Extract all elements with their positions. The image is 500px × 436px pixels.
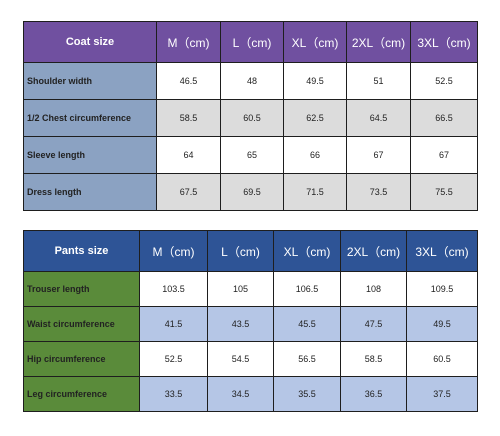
coat-size-table: Coat size M（cm) L（cm) XL（cm) 2XL（cm) 3XL… <box>23 21 478 211</box>
table-row: Shoulder width 46.5 48 49.5 51 52.5 <box>23 62 478 100</box>
cell-value: 106.5 <box>273 271 341 307</box>
cell-value: 37.5 <box>406 376 478 412</box>
row-label: 1/2 Chest circumference <box>23 99 157 137</box>
pants-size-table: Pants size M（cm) L（cm) XL（cm) 2XL（cm) 3X… <box>23 230 478 412</box>
row-label: Shoulder width <box>23 62 157 100</box>
cell-value: 48 <box>220 62 284 100</box>
cell-value: 36.5 <box>340 376 407 412</box>
cell-value: 62.5 <box>283 99 347 137</box>
row-label: Dress length <box>23 173 157 211</box>
cell-value: 103.5 <box>139 271 208 307</box>
cell-value: 51 <box>346 62 411 100</box>
cell-value: 66.5 <box>410 99 478 137</box>
cell-value: 67 <box>346 136 411 174</box>
cell-value: 108 <box>340 271 407 307</box>
cell-value: 35.5 <box>273 376 341 412</box>
table-row: Hip circumference 52.5 54.5 56.5 58.5 60… <box>23 341 478 377</box>
table-row: Waist circumference 41.5 43.5 45.5 47.5 … <box>23 306 478 342</box>
cell-value: 105 <box>207 271 274 307</box>
pants-header-row: Pants size M（cm) L（cm) XL（cm) 2XL（cm) 3X… <box>23 230 478 272</box>
pants-col-2xl: 2XL（cm) <box>340 230 407 272</box>
cell-value: 65 <box>220 136 284 174</box>
pants-size-heading: Pants size <box>23 230 140 272</box>
cell-value: 64 <box>156 136 221 174</box>
cell-value: 43.5 <box>207 306 274 342</box>
cell-value: 54.5 <box>207 341 274 377</box>
coat-col-m: M（cm) <box>156 21 221 63</box>
pants-col-xl: XL（cm) <box>273 230 341 272</box>
coat-col-l: L（cm) <box>220 21 284 63</box>
cell-value: 75.5 <box>410 173 478 211</box>
cell-value: 56.5 <box>273 341 341 377</box>
cell-value: 73.5 <box>346 173 411 211</box>
cell-value: 34.5 <box>207 376 274 412</box>
row-label: Hip circumference <box>23 341 140 377</box>
row-label: Waist circumference <box>23 306 140 342</box>
cell-value: 69.5 <box>220 173 284 211</box>
cell-value: 67 <box>410 136 478 174</box>
cell-value: 109.5 <box>406 271 478 307</box>
table-row: 1/2 Chest circumference 58.5 60.5 62.5 6… <box>23 99 478 137</box>
coat-col-2xl: 2XL（cm) <box>346 21 411 63</box>
cell-value: 64.5 <box>346 99 411 137</box>
cell-value: 41.5 <box>139 306 208 342</box>
cell-value: 49.5 <box>406 306 478 342</box>
cell-value: 60.5 <box>220 99 284 137</box>
cell-value: 66 <box>283 136 347 174</box>
cell-value: 71.5 <box>283 173 347 211</box>
pants-col-m: M（cm) <box>139 230 208 272</box>
pants-col-3xl: 3XL（cm) <box>406 230 478 272</box>
table-row: Leg circumference 33.5 34.5 35.5 36.5 37… <box>23 376 478 412</box>
coat-col-xl: XL（cm) <box>283 21 347 63</box>
cell-value: 60.5 <box>406 341 478 377</box>
cell-value: 33.5 <box>139 376 208 412</box>
table-row: Dress length 67.5 69.5 71.5 73.5 75.5 <box>23 173 478 211</box>
cell-value: 58.5 <box>156 99 221 137</box>
cell-value: 52.5 <box>410 62 478 100</box>
cell-value: 52.5 <box>139 341 208 377</box>
cell-value: 49.5 <box>283 62 347 100</box>
coat-col-3xl: 3XL（cm) <box>410 21 478 63</box>
row-label: Sleeve length <box>23 136 157 174</box>
cell-value: 58.5 <box>340 341 407 377</box>
cell-value: 47.5 <box>340 306 407 342</box>
cell-value: 45.5 <box>273 306 341 342</box>
pants-col-l: L（cm) <box>207 230 274 272</box>
table-row: Sleeve length 64 65 66 67 67 <box>23 136 478 174</box>
coat-header-row: Coat size M（cm) L（cm) XL（cm) 2XL（cm) 3XL… <box>23 21 478 63</box>
row-label: Leg circumference <box>23 376 140 412</box>
table-row: Trouser length 103.5 105 106.5 108 109.5 <box>23 271 478 307</box>
cell-value: 67.5 <box>156 173 221 211</box>
row-label: Trouser length <box>23 271 140 307</box>
cell-value: 46.5 <box>156 62 221 100</box>
coat-size-heading: Coat size <box>23 21 157 63</box>
